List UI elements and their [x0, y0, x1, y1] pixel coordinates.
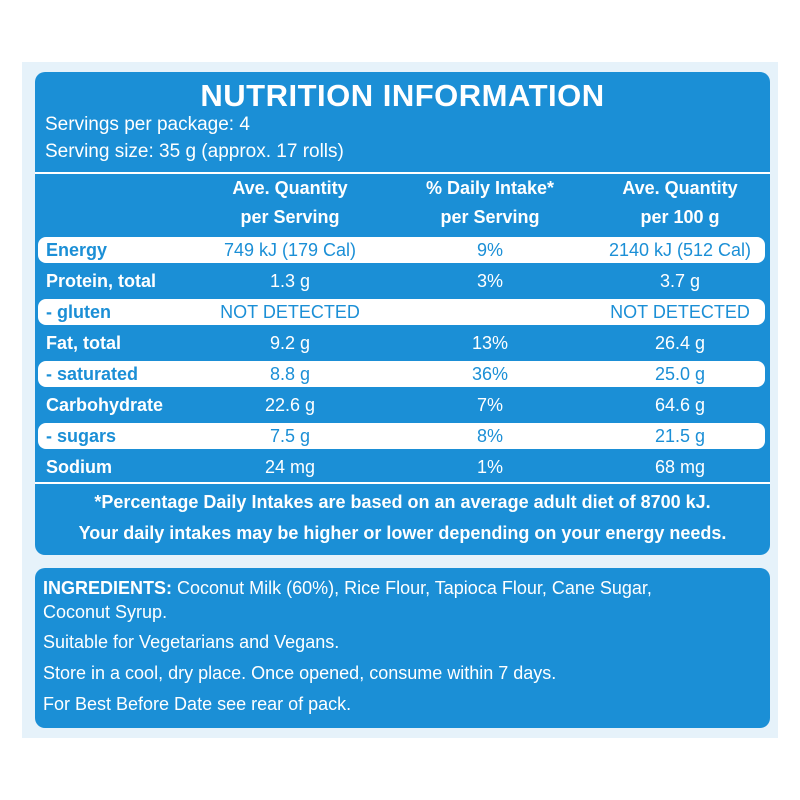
cell-value: 3% [476, 271, 503, 291]
cell-value: 8% [476, 426, 503, 446]
cell-value: 24 mg [264, 457, 316, 477]
cell-value: 25.0 g [654, 364, 706, 384]
column-header: Ave. Quantity [232, 178, 348, 198]
divider [35, 482, 770, 484]
ingredients-panel: INGREDIENTS: Coconut Milk (60%), Rice Fl… [35, 568, 770, 728]
ingredient-note: Suitable for Vegetarians and Vegans. [43, 632, 340, 652]
cell-value: 9% [476, 240, 503, 260]
cell-value: 749 kJ (179 Cal) [223, 240, 357, 260]
title: NUTRITION INFORMATION [200, 78, 605, 113]
cell-value: 7.5 g [269, 426, 311, 446]
cell-value: 9.2 g [269, 333, 311, 353]
cell-value: 26.4 g [654, 333, 706, 353]
ingredient-note: Store in a cool, dry place. Once opened,… [43, 663, 557, 683]
column-header: per Serving [440, 207, 540, 227]
cell-value: 68 mg [654, 457, 706, 477]
table-row: - saturated 8.8 g 36% 25.0 g [38, 361, 765, 387]
cell-value: NOT DETECTED [220, 302, 360, 322]
row-label: Fat, total [46, 333, 121, 353]
table-row: - gluten NOT DETECTED NOT DETECTED [38, 299, 765, 325]
ingredients-label: INGREDIENTS: [43, 578, 173, 598]
row-label: Energy [46, 240, 108, 260]
serving-size-line: Serving size: 35 g (approx. 17 rolls) [45, 141, 344, 162]
ingredients: INGREDIENTS: Coconut Milk (60%), Rice Fl… [43, 576, 723, 624]
table-row: Protein, total 1.3 g 3% 3.7 g [38, 268, 765, 294]
cell-value: 2140 kJ (512 Cal) [608, 240, 752, 260]
cell-value: 21.5 g [654, 426, 706, 446]
cell-value: 1.3 g [269, 271, 311, 291]
row-label: Carbohydrate [46, 395, 164, 415]
cell-value: 3.7 g [659, 271, 701, 291]
table-row: Sodium 24 mg 1% 68 mg [38, 454, 765, 480]
column-header: per Serving [240, 207, 340, 227]
cell-value: 22.6 g [264, 395, 316, 415]
row-label: Sodium [46, 457, 112, 477]
cell-value: NOT DETECTED [610, 302, 750, 322]
column-header: Ave. Quantity [622, 178, 738, 198]
cell-value: 64.6 g [654, 395, 706, 415]
row-label: - saturated [46, 364, 139, 384]
ingredient-note: For Best Before Date see rear of pack. [43, 694, 352, 714]
table-row: Carbohydrate 22.6 g 7% 64.6 g [38, 392, 765, 418]
cell-value: 1% [476, 457, 503, 477]
row-label: - sugars [46, 426, 117, 446]
column-header: % Daily Intake* [425, 178, 555, 198]
row-label: - gluten [46, 302, 111, 322]
table-row: - sugars 7.5 g 8% 21.5 g [38, 423, 765, 449]
column-header: per 100 g [640, 207, 720, 227]
footnote: *Percentage Daily Intakes are based on a… [94, 492, 711, 512]
servings-line: Servings per package: 4 [45, 114, 250, 135]
divider [35, 172, 770, 174]
nutrition-panel: NUTRITION INFORMATION Servings per packa… [35, 72, 770, 555]
cell-value: 7% [476, 395, 503, 415]
cell-value: 13% [471, 333, 509, 353]
cell-value: 36% [471, 364, 509, 384]
table-row: Energy 749 kJ (179 Cal) 9% 2140 kJ (512 Cal… [38, 237, 765, 263]
cell-value: 8.8 g [269, 364, 311, 384]
ingredients-text: Coconut Milk (60%), Rice Flour, Tapioca … [43, 578, 652, 622]
table-row: Fat, total 9.2 g 13% 26.4 g [38, 330, 765, 356]
row-label: Protein, total [46, 271, 157, 291]
footnote: Your daily intakes may be higher or lowe… [78, 523, 727, 543]
